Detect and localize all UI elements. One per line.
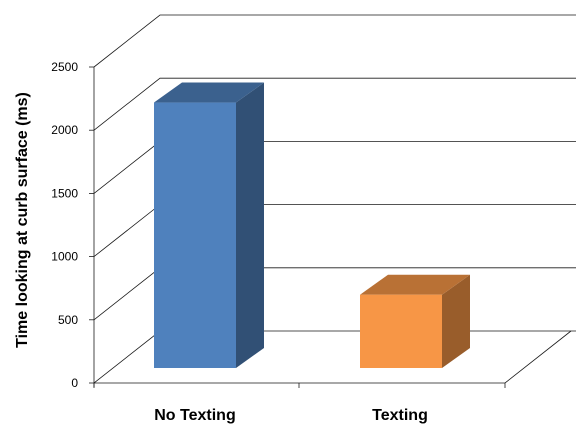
bar-front xyxy=(360,294,442,368)
bar-side xyxy=(236,82,264,368)
bars xyxy=(154,82,470,368)
y-tick-labels: 0 500 1000 1500 2000 2500 xyxy=(51,60,78,390)
x-category-label: Texting xyxy=(372,407,428,424)
gridline xyxy=(93,77,576,131)
bar xyxy=(360,274,470,368)
y-tick-label: 0 xyxy=(71,376,78,390)
bar xyxy=(154,82,264,368)
y-tick-label: 2500 xyxy=(51,60,78,74)
y-tick-label: 1000 xyxy=(51,250,78,264)
category-labels: No Texting Texting xyxy=(154,407,428,424)
bar-top xyxy=(360,274,470,295)
y-axis-title: Time looking at curb surface (ms) xyxy=(14,92,31,348)
axes xyxy=(89,66,572,388)
x-category-label: No Texting xyxy=(154,407,235,424)
y-tick-label: 500 xyxy=(58,313,78,327)
y-tick-label: 2000 xyxy=(51,123,78,137)
bar-top xyxy=(154,82,264,103)
y-tick-label: 1500 xyxy=(51,186,78,200)
bar-front xyxy=(154,102,236,368)
gridline xyxy=(93,14,576,68)
bar-side xyxy=(442,274,470,368)
